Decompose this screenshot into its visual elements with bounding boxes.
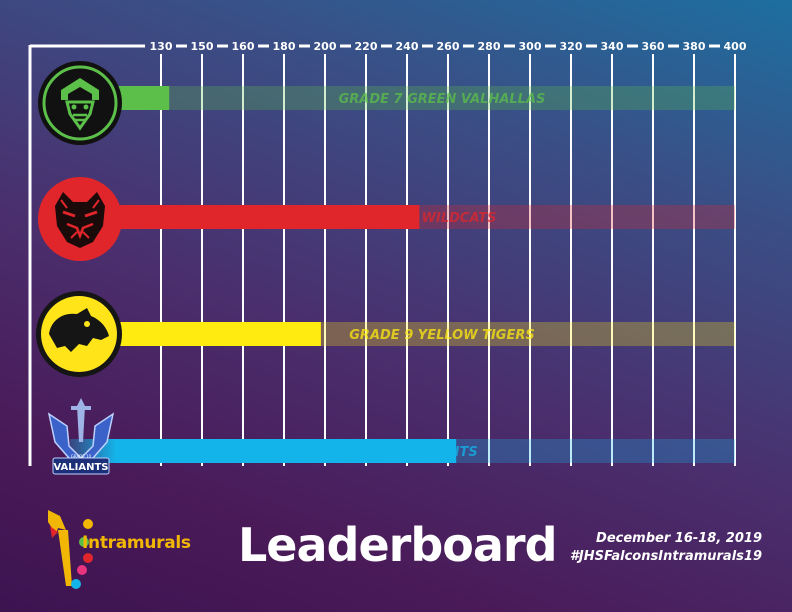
bar-label: GRADE 9 YELLOW TIGERS	[349, 328, 534, 343]
tick-label: 380	[683, 40, 706, 53]
bar-labels: GRADE 7 GREEN VALHALLAS RED WILDCATS GRADE…	[339, 92, 546, 460]
tick-label: 400	[724, 40, 747, 53]
tick-label: 360	[642, 40, 665, 53]
tick-labels: 130 150 160 180 200 220 240 260 280 300 320 340 360 3…	[150, 40, 747, 53]
tick-label: 340	[601, 40, 624, 53]
valiants-badge-subtext: GRADE 10	[71, 454, 92, 459]
tick-label: 260	[437, 40, 460, 53]
tick-label: 130	[150, 40, 173, 53]
bar-label: RED WILDCATS	[387, 211, 496, 226]
page-title: Leaderboard	[238, 518, 558, 572]
bar-label: VALIANTS	[406, 445, 478, 460]
bar-label: GRADE 7 GREEN VALHALLAS	[339, 92, 546, 107]
event-hashtag: #JHSFalconsIntramurals19	[569, 549, 762, 564]
bars	[70, 86, 735, 463]
tiger-head-icon	[36, 291, 122, 377]
bar	[70, 439, 457, 463]
tick-label: 220	[355, 40, 378, 53]
falcon-torch-icon	[48, 510, 93, 589]
intramurals-label: Intramurals	[82, 533, 191, 553]
tick-label: 200	[314, 40, 337, 53]
tick-label: 150	[191, 40, 214, 53]
tick-label: 180	[273, 40, 296, 53]
tick-label: 320	[560, 40, 583, 53]
valiants-badge-text: VALIANTS	[53, 462, 108, 473]
tick-label: 280	[478, 40, 501, 53]
bar-track	[70, 86, 735, 110]
wildcat-head-icon	[38, 177, 122, 261]
tick-label: 160	[232, 40, 255, 53]
tick-label: 300	[519, 40, 542, 53]
bar	[70, 205, 420, 229]
event-date: December 16-18, 2019	[596, 531, 762, 546]
valiants-sword-shield-icon: VALIANTS GRADE 10	[47, 398, 115, 475]
valhalla-helmet-icon	[38, 61, 122, 145]
chart-frame	[28, 44, 720, 466]
tick-label: 240	[396, 40, 419, 53]
chart-grid	[160, 54, 736, 466]
